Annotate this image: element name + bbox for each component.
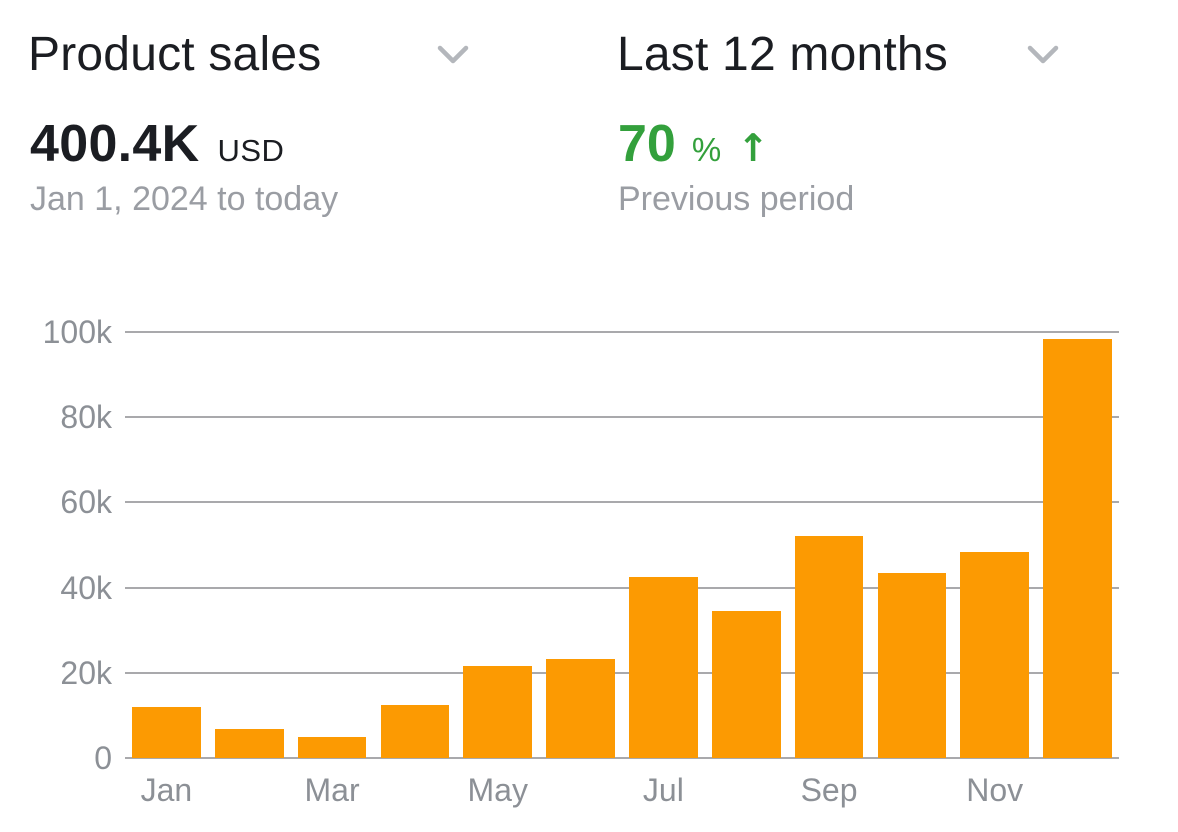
change-value: 70 xyxy=(618,115,676,173)
bar-slot-jun xyxy=(539,332,622,758)
arrow-up-icon: ↑ xyxy=(737,126,770,170)
comparison-label: Previous period xyxy=(618,180,855,218)
x-axis-label-nov: Nov xyxy=(966,772,1024,808)
gridline-80k xyxy=(125,416,1119,419)
y-axis-label-100k: 100k xyxy=(42,314,112,350)
gridline-40k xyxy=(125,586,1119,589)
gridline-60k xyxy=(125,501,1119,504)
bar-slot-feb xyxy=(208,332,291,758)
percent-sign: % xyxy=(691,131,722,168)
y-axis-label-0: 0 xyxy=(94,740,112,776)
bars-row xyxy=(125,332,1119,758)
bar-slot-apr xyxy=(373,332,456,758)
chevron-down-icon[interactable] xyxy=(1026,44,1060,66)
x-axis-label-jun xyxy=(539,774,622,806)
metric-date-range: Jan 1, 2024 to today xyxy=(30,180,339,218)
x-axis-label-apr xyxy=(373,774,456,806)
y-axis-label-60k: 60k xyxy=(60,484,112,521)
x-axis: Jan Mar May Jul Sep Nov xyxy=(125,774,1119,806)
gridline-0 xyxy=(125,757,1119,759)
x-axis-label-jan: Jan xyxy=(140,772,193,808)
x-axis-label-may: May xyxy=(467,772,528,808)
metric-selector-dropdown[interactable]: Product sales xyxy=(28,28,470,82)
metric-total-value: 400.4K xyxy=(30,115,200,173)
x-axis-label-aug xyxy=(705,774,788,806)
y-axis-label-80k: 80k xyxy=(60,399,112,436)
bar-slot-aug xyxy=(705,332,788,758)
x-axis-label-mar: Mar xyxy=(304,772,360,808)
y-axis-label-20k: 20k xyxy=(60,654,112,691)
bar-jan[interactable] xyxy=(132,706,201,758)
x-axis-label-sep: Sep xyxy=(800,772,858,808)
bar-may[interactable] xyxy=(463,665,533,758)
bar-slot-jan xyxy=(125,332,208,758)
x-axis-label-jul: Jul xyxy=(642,772,684,808)
metric-title: Product sales xyxy=(28,27,322,81)
period-selector-dropdown[interactable]: Last 12 months xyxy=(617,28,1060,82)
bar-slot-nov xyxy=(953,332,1036,758)
y-axis-label-40k: 40k xyxy=(60,569,112,606)
period-title: Last 12 months xyxy=(617,27,948,81)
bar-slot-may xyxy=(456,332,539,758)
bar-apr[interactable] xyxy=(380,704,450,758)
gridline-20k xyxy=(125,671,1119,674)
bar-mar[interactable] xyxy=(297,736,367,758)
bar-jun[interactable] xyxy=(546,659,615,758)
bar-slot-oct xyxy=(870,332,953,758)
bar-oct[interactable] xyxy=(877,573,947,758)
change-indicator: 70 % ↑ xyxy=(618,118,769,170)
bar-slot-dec xyxy=(1036,332,1119,758)
y-axis: 0 20k 40k 60k 80k 100k xyxy=(0,316,112,774)
bar-sep[interactable] xyxy=(794,536,864,758)
bar-nov[interactable] xyxy=(960,551,1030,758)
bar-slot-sep xyxy=(788,332,871,758)
x-axis-label-feb xyxy=(208,774,291,806)
bar-dec[interactable] xyxy=(1043,339,1112,758)
bar-slot-jul xyxy=(622,332,705,758)
gridline-100k xyxy=(125,331,1119,333)
chevron-down-icon[interactable] xyxy=(436,44,470,66)
metric-total: 400.4K USD xyxy=(30,118,284,170)
x-axis-label-oct xyxy=(870,774,953,806)
bar-jul[interactable] xyxy=(629,576,698,758)
bar-aug[interactable] xyxy=(711,611,781,758)
bar-feb[interactable] xyxy=(214,728,284,758)
x-axis-label-dec xyxy=(1036,774,1119,806)
plot-area xyxy=(125,331,1119,759)
bar-slot-mar xyxy=(291,332,374,758)
metric-currency: USD xyxy=(217,133,285,168)
